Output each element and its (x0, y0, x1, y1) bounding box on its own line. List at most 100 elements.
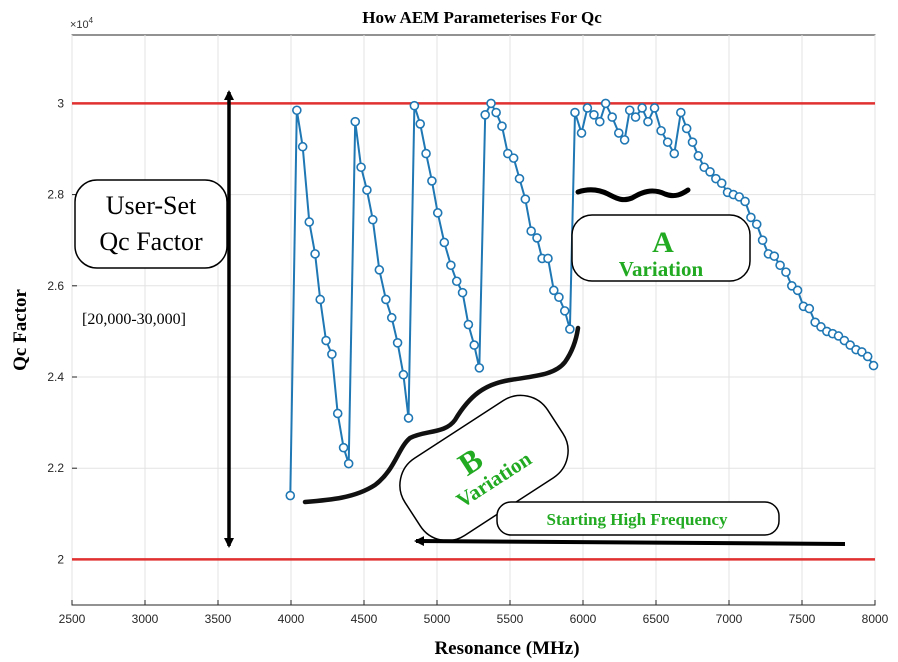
data-point (687, 137, 698, 147)
data-point (746, 212, 756, 223)
data-point (367, 214, 378, 225)
data-point (862, 351, 873, 362)
data-point (643, 116, 653, 127)
user-set-box (74, 179, 228, 269)
data-point (332, 408, 343, 419)
data-point (292, 105, 302, 116)
a-variation-box (571, 214, 751, 282)
a-letter: A (652, 226, 674, 259)
data-point (474, 363, 485, 373)
data-point (681, 123, 692, 134)
y-exponent-label: ×104 (70, 16, 94, 31)
x-tick-label: 8000 (862, 612, 889, 626)
y-tick-label: 3 (57, 96, 64, 110)
x-tick-label: 6000 (570, 612, 597, 626)
data-point (624, 105, 635, 116)
data-point (439, 237, 450, 248)
data-point (520, 194, 531, 204)
x-tick-label: 5000 (424, 612, 451, 626)
data-point (304, 217, 315, 227)
data-point (526, 226, 536, 236)
data-point (508, 153, 519, 163)
y-exponent-base: ×10 (70, 19, 89, 31)
data-point (409, 100, 420, 111)
data-point (705, 167, 715, 177)
data-point (559, 306, 570, 316)
data-point (427, 176, 437, 186)
starting-high-frequency-box (496, 501, 780, 536)
data-point (432, 208, 443, 218)
data-point (356, 162, 366, 173)
y-tick-label: 2.4 (47, 370, 64, 384)
y-axis-label: Qc Factor (10, 289, 31, 371)
data-point (582, 103, 593, 113)
data-point (576, 128, 587, 138)
data-point (594, 116, 605, 127)
x-tick-label: 3500 (205, 612, 232, 626)
y-tick-label: 2 (57, 552, 64, 566)
data-point (804, 303, 815, 314)
user-set-text: User-Set (106, 191, 197, 220)
data-point (486, 98, 496, 109)
a-brace (575, 187, 691, 203)
data-point (446, 260, 456, 271)
data-point (656, 125, 666, 136)
x-axis-label: Resonance (MHz) (434, 638, 579, 659)
data-point (868, 360, 879, 371)
data-point (649, 103, 660, 113)
data-point (463, 319, 474, 330)
x-tick-label: 7500 (789, 612, 816, 626)
data-point (662, 137, 673, 147)
series-line (285, 98, 879, 501)
data-point (775, 260, 785, 271)
chart-title: How AEM Parameterises For Qc (362, 8, 602, 27)
annotations: User-Set Qc Factor [20,000-30,000] A Var… (74, 90, 846, 548)
data-point (781, 267, 791, 277)
data-point (343, 458, 354, 469)
data-point (297, 141, 308, 152)
y-tick-label: 2.2 (47, 461, 64, 475)
x-tick-label: 7000 (716, 612, 743, 626)
data-point (514, 173, 525, 184)
x-tick-label: 5500 (497, 612, 524, 626)
data-point (613, 128, 624, 138)
data-point (676, 107, 686, 118)
data-point (415, 119, 426, 129)
data-point (543, 253, 553, 264)
y-tick-label: 2.8 (47, 188, 64, 202)
bound-lines (72, 102, 875, 561)
data-point (310, 249, 320, 259)
starting-high-frequency-text: Starting High Frequency (546, 510, 728, 529)
data-point (285, 490, 296, 501)
qc-factor-text: Qc Factor (99, 227, 203, 256)
x-tick-label: 4500 (351, 612, 378, 626)
data-point (769, 251, 780, 261)
data-point (589, 110, 599, 120)
data-point (716, 178, 727, 188)
data-point (757, 235, 768, 245)
frequency-arrow (414, 536, 846, 547)
data-point (607, 112, 618, 122)
data-point (374, 265, 385, 275)
data-point (386, 312, 397, 323)
y-tick-label: 2.6 (47, 279, 64, 293)
data-point (469, 340, 480, 350)
x-tick-label: 2500 (59, 612, 86, 626)
data-point (403, 413, 414, 423)
data-point (350, 116, 361, 127)
data-point (532, 233, 542, 243)
range-text: [20,000-30,000] (82, 311, 186, 328)
data-point (669, 148, 680, 159)
y-exponent-power: 4 (89, 16, 94, 25)
data-point (392, 337, 403, 348)
data-point (497, 121, 507, 131)
axis-ticks: 2500 3000 3500 4000 4500 5000 5500 6000 6500 7000… (47, 96, 888, 626)
data-point (362, 185, 372, 195)
data-point (619, 135, 630, 145)
data-point (491, 107, 501, 118)
data-point (315, 294, 326, 305)
x-tick-label: 6500 (643, 612, 670, 626)
data-point (548, 285, 559, 296)
data-point (740, 196, 750, 207)
series-path (289, 100, 875, 496)
